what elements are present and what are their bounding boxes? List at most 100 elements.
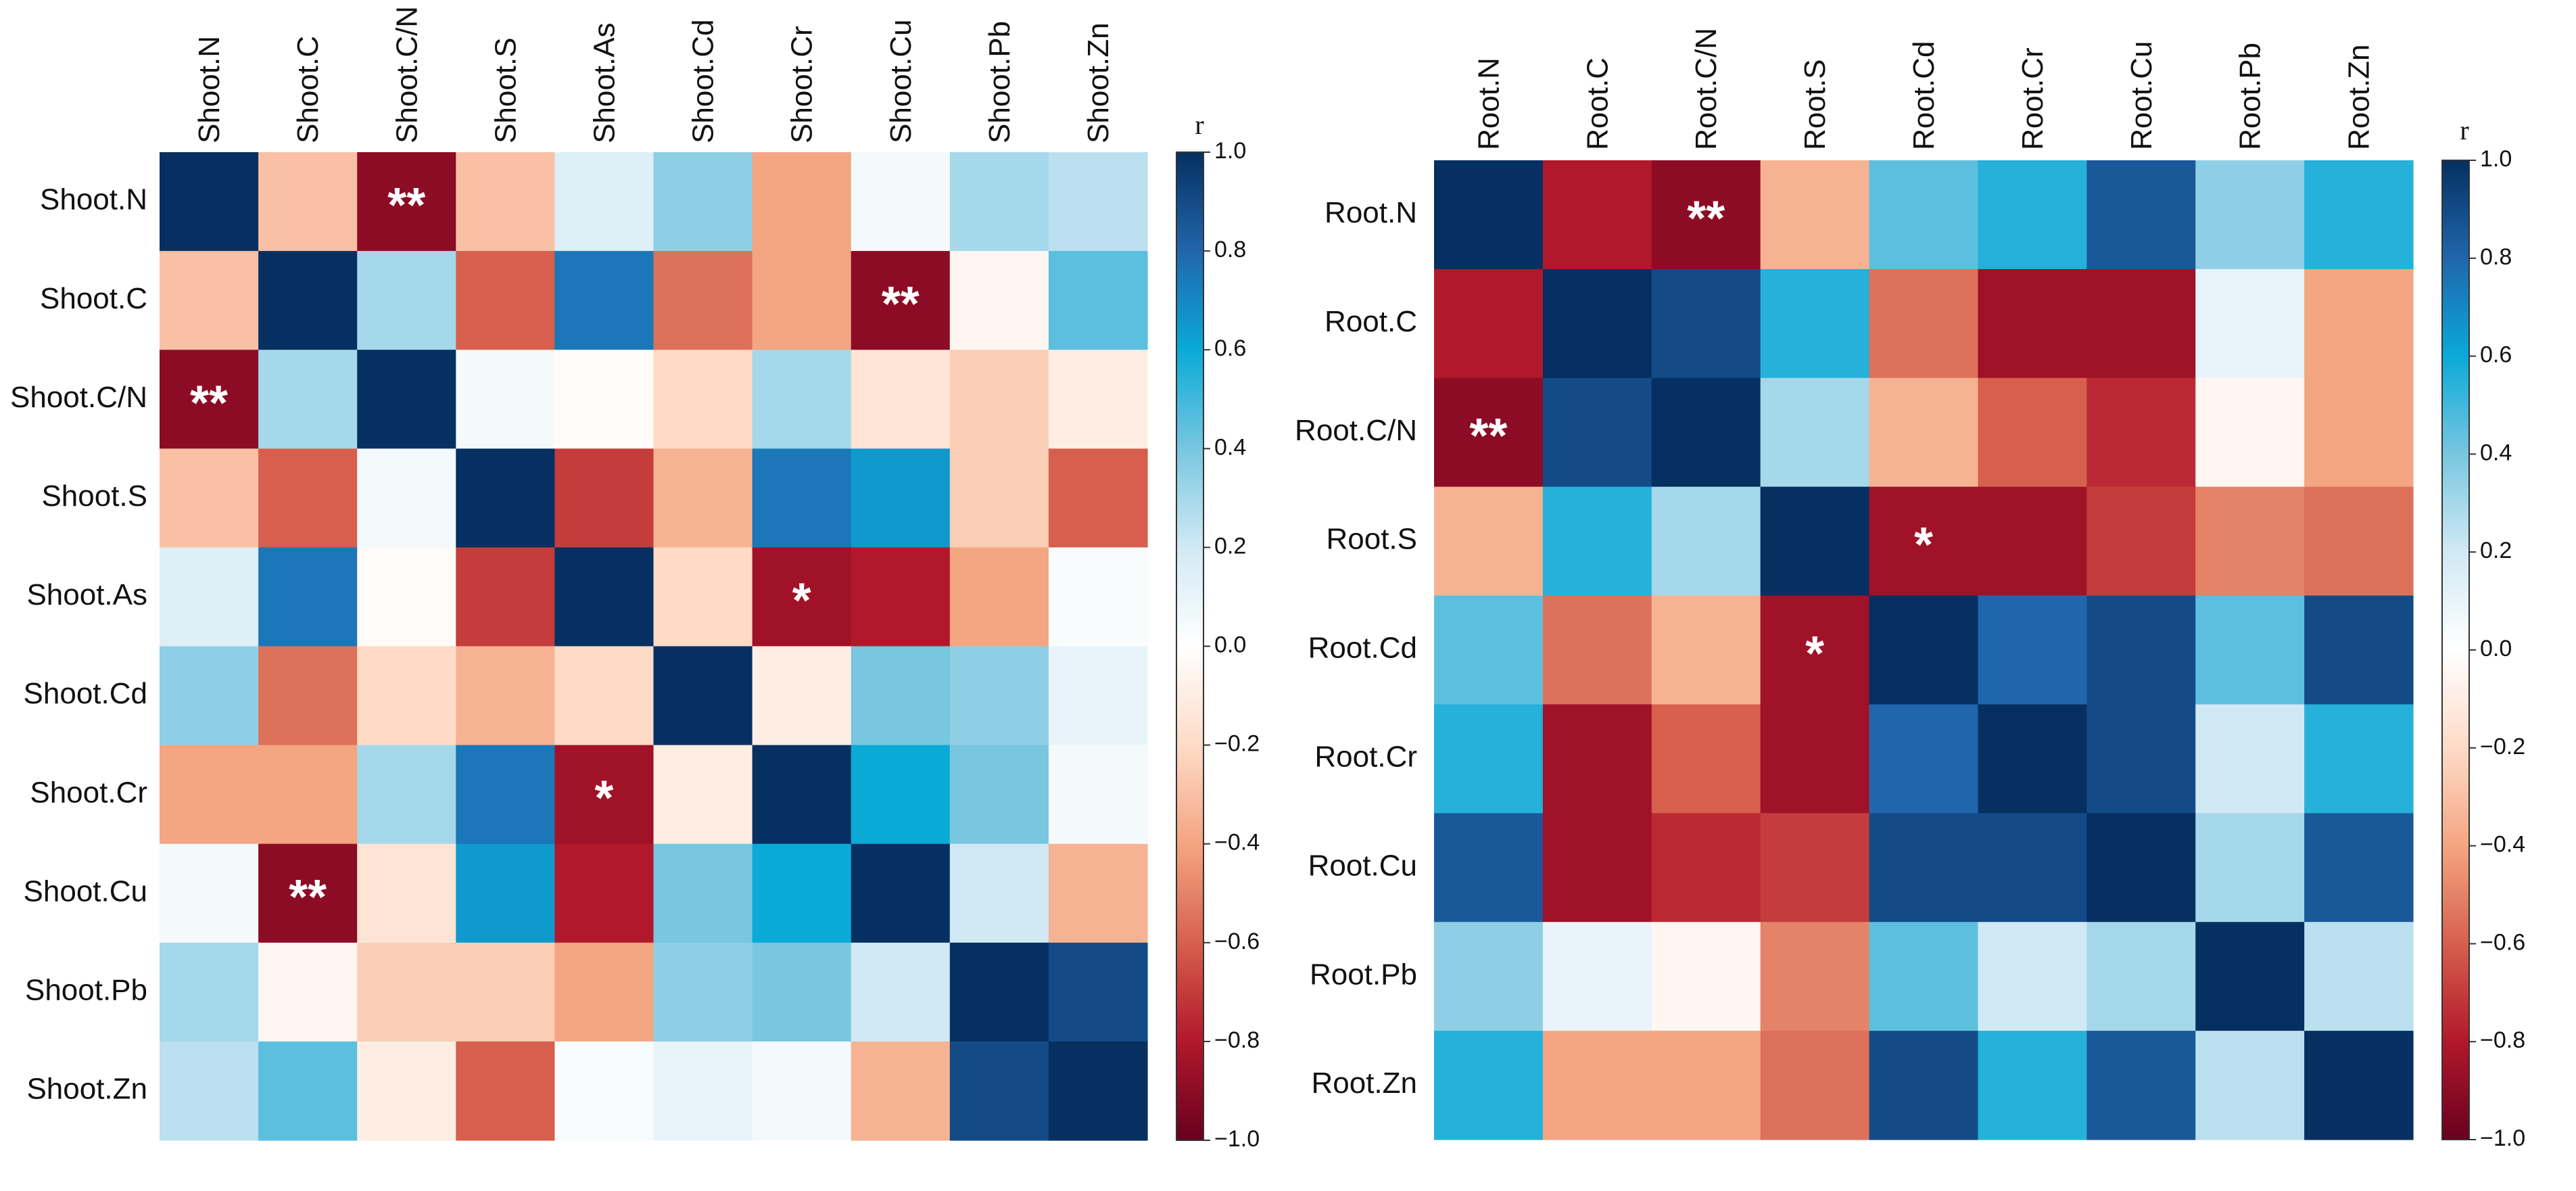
root-heatmap-cell: [1542, 486, 1652, 597]
root-heatmap-cell: [2304, 813, 2414, 923]
shoot-heatmap-cell: [653, 646, 753, 746]
shoot-column-label: Shoot.N: [193, 36, 226, 143]
root-heatmap-cell: [2195, 160, 2305, 270]
root-heatmap-cell: [1869, 268, 1979, 379]
root-heatmap-cell: [2304, 595, 2414, 705]
shoot-heatmap-cell: [851, 843, 951, 943]
shoot-heatmap-cell: [258, 448, 358, 548]
shoot-column-label: Shoot.Cu: [884, 20, 917, 143]
shoot-heatmap-cell: [456, 745, 555, 845]
root-column-label: Root.Pb: [2234, 43, 2267, 150]
root-heatmap-cell: [1869, 595, 1979, 705]
root-colorbar-tick-label: 0.4: [2480, 440, 2512, 465]
shoot-heatmap-cell: [949, 350, 1049, 449]
shoot-heatmap-cell: [653, 350, 753, 449]
root-heatmap-cell: [1978, 160, 2087, 270]
shoot-heatmap-cell: [160, 350, 259, 449]
root-heatmap-cell: [1651, 486, 1761, 597]
shoot-heatmap-cell: [554, 942, 654, 1042]
shoot-heatmap-cell: [554, 745, 654, 845]
root-heatmap-cell: [1760, 813, 1870, 923]
shoot-heatmap-cell: [752, 350, 852, 449]
root-heatmap-cell: [1542, 813, 1652, 923]
root-row-label: Root.Zn: [1311, 1067, 1417, 1100]
shoot-heatmap-cell: [851, 251, 951, 350]
root-colorbar-tick-label: 0.8: [2480, 244, 2512, 270]
root-heatmap-cell: [1542, 160, 1652, 270]
shoot-heatmap-cell: [357, 942, 456, 1042]
root-heatmap-panel: Root.NRoot.CRoot.C/NRoot.SRoot.CdRoot.Cr…: [1295, 28, 2525, 1151]
root-colorbar-tick-label: 1.0: [2480, 146, 2512, 172]
root-heatmap-cell: [2304, 922, 2414, 1031]
shoot-heatmap-cell: [456, 350, 555, 449]
shoot-heatmap-cell: [554, 448, 654, 548]
shoot-heatmap-cell: [456, 448, 555, 548]
root-heatmap-cell: [1542, 922, 1652, 1031]
shoot-significance-mark: **: [387, 179, 425, 233]
shoot-heatmap-cell: [456, 152, 555, 252]
shoot-heatmap-cell: [949, 448, 1049, 548]
shoot-column-label: Shoot.Pb: [983, 21, 1016, 143]
root-heatmap-cell: [1434, 922, 1544, 1031]
shoot-significance-mark: **: [289, 870, 327, 925]
shoot-row-label: Shoot.C: [40, 282, 147, 315]
root-column-label: Root.C/N: [1690, 28, 1723, 150]
root-colorbar-tick-label: 0.0: [2480, 636, 2512, 661]
root-heatmap-cell: [1978, 377, 2087, 488]
shoot-heatmap-cell: [554, 646, 654, 746]
root-column-label: Root.C: [1581, 57, 1614, 150]
root-colorbar-tick-label: 0.2: [2480, 538, 2512, 563]
shoot-heatmap-cell: [949, 843, 1049, 943]
root-colorbar-title: r: [2460, 115, 2468, 145]
root-heatmap-cell: [1869, 377, 1979, 488]
root-heatmap-cell: [1434, 595, 1544, 705]
root-heatmap-cell: [1542, 595, 1652, 705]
shoot-heatmap-cell: [752, 448, 852, 548]
shoot-colorbar-tick-label: 0.6: [1214, 335, 1246, 361]
shoot-heatmap-cell: [554, 251, 654, 350]
shoot-heatmap-cell: [653, 152, 753, 252]
shoot-heatmap-cell: [160, 1041, 259, 1141]
shoot-row-label: Shoot.Zn: [26, 1073, 147, 1106]
shoot-heatmap-cell: [1048, 448, 1148, 548]
root-heatmap-cell: [2304, 704, 2414, 814]
shoot-heatmap-cell: [1048, 547, 1148, 647]
shoot-column-label: Shoot.C: [291, 36, 325, 143]
shoot-heatmap-cell: [653, 251, 753, 350]
root-heatmap-cell: [1978, 922, 2087, 1031]
shoot-heatmap-cell: [949, 745, 1049, 845]
root-significance-mark: *: [1805, 627, 1824, 681]
shoot-heatmap-cell: [258, 942, 358, 1042]
shoot-heatmap-cell: [357, 152, 456, 252]
shoot-heatmap-cell: [456, 547, 555, 647]
shoot-heatmap-cell: [949, 942, 1049, 1042]
shoot-heatmap-cell: [1048, 843, 1148, 943]
root-heatmap-cell: [2086, 813, 2196, 923]
shoot-heatmap-cell: [357, 843, 456, 943]
shoot-heatmap-cell: [851, 1041, 951, 1141]
root-colorbar-tick-label: −0.4: [2480, 832, 2525, 858]
shoot-heatmap-cell: [851, 152, 951, 252]
root-column-label: Root.Cd: [1907, 41, 1940, 150]
shoot-heatmap-cell: [160, 251, 259, 350]
shoot-colorbar: [1176, 151, 1204, 1141]
shoot-colorbar-title: r: [1195, 110, 1203, 140]
shoot-heatmap-cell: [554, 1041, 654, 1141]
root-row-label: Root.C/N: [1295, 414, 1417, 447]
root-heatmap-cell: [1869, 922, 1979, 1031]
shoot-heatmap-cell: [949, 646, 1049, 746]
root-column-label: Root.S: [1798, 59, 1832, 150]
shoot-row-label: Shoot.C/N: [10, 381, 147, 414]
root-heatmap-cell: [1760, 704, 1870, 814]
root-heatmap-cell: [2195, 268, 2305, 379]
root-heatmap-cell: [1869, 486, 1979, 597]
shoot-colorbar-tick-label: 1.0: [1214, 138, 1246, 164]
shoot-row-label: Shoot.N: [40, 183, 147, 216]
root-heatmap-cell: [2086, 268, 2196, 379]
root-column-label: Root.Zn: [2343, 44, 2376, 150]
shoot-heatmap-cell: [258, 251, 358, 350]
root-heatmap-cell: [1978, 595, 2087, 705]
shoot-heatmap-cell: [653, 1041, 753, 1141]
root-heatmap-cell: [1651, 377, 1761, 488]
root-heatmap-cell: [1760, 160, 1870, 270]
